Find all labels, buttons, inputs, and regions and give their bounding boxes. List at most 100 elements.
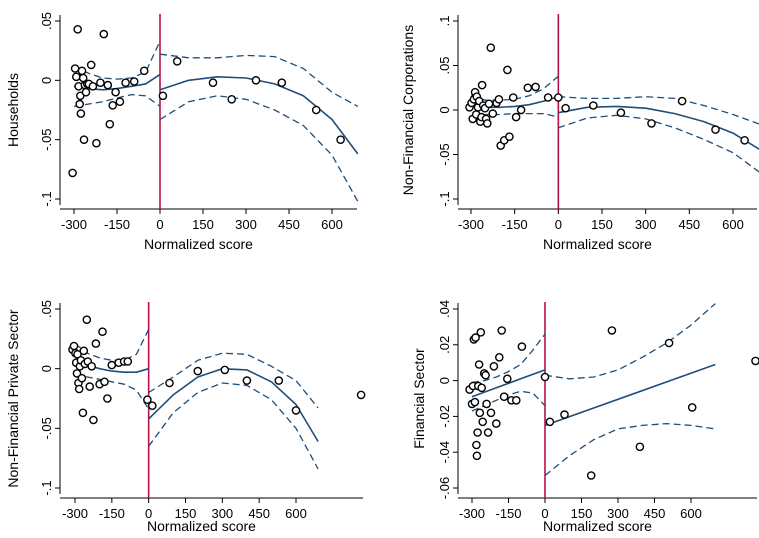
data-point	[291, 406, 301, 415]
x-tick-label: 150	[175, 506, 197, 521]
data-point	[111, 87, 120, 97]
x-tick-label: 0	[555, 217, 562, 232]
data-point	[89, 415, 98, 425]
x-tick-label: -150	[502, 217, 528, 232]
x-tick-label: -300	[61, 217, 87, 232]
x-tick-label: 600	[321, 217, 343, 232]
y-tick-label: -.05	[39, 128, 54, 150]
data-point	[147, 401, 157, 411]
data-point	[77, 66, 87, 76]
data-point	[107, 360, 117, 370]
data-point	[172, 57, 182, 66]
data-point	[486, 408, 496, 418]
data-point	[512, 395, 521, 405]
fit-line-right	[148, 367, 319, 442]
x-axis-title: Normalized score	[147, 518, 256, 534]
y-tick-label: 0	[39, 77, 54, 84]
data-point	[85, 382, 94, 391]
data-point	[105, 119, 115, 129]
data-point	[511, 112, 521, 122]
fit-line-right	[159, 76, 359, 155]
data-point	[68, 168, 77, 178]
ci-upper-left	[73, 40, 161, 80]
x-tick-label: 150	[192, 217, 214, 232]
data-point	[531, 82, 540, 92]
data-point	[336, 135, 345, 144]
data-point	[472, 451, 482, 461]
x-tick-label: -150	[99, 506, 125, 521]
data-point	[356, 390, 366, 400]
data-point	[477, 80, 487, 90]
data-point	[497, 326, 507, 335]
data-point	[76, 109, 86, 118]
data-point	[543, 93, 553, 102]
data-point	[471, 333, 480, 342]
y-tick-label: -.1	[437, 191, 452, 206]
data-point	[75, 99, 84, 109]
data-point	[482, 399, 491, 409]
data-point	[687, 403, 697, 412]
data-point	[70, 64, 80, 73]
x-tick-label: 600	[285, 506, 307, 521]
x-tick-label: 0	[156, 217, 163, 232]
y-tick-label: .05	[39, 12, 54, 30]
data-point	[481, 370, 490, 380]
panel-non-financial-corporations: -.1 -.05 0 .05 .1 -300 -150 0 150 300 450 600 Normal…	[400, 14, 759, 252]
y-axis-title: Non-Financial Corporations	[400, 25, 416, 195]
data-point	[96, 78, 105, 87]
y-tick-label: -.06	[437, 477, 452, 499]
data-point	[472, 440, 481, 450]
data-point	[503, 65, 512, 75]
y-tick-label: 0	[437, 106, 452, 113]
ci-upper-right	[558, 96, 759, 125]
data-point	[494, 95, 504, 104]
y-tick-label: 0	[437, 377, 452, 384]
data-point	[72, 72, 81, 82]
data-point	[711, 125, 720, 134]
data-point	[78, 408, 88, 418]
data-point	[79, 346, 89, 356]
ci-lower-left	[470, 112, 559, 118]
data-point	[193, 366, 203, 376]
data-point	[88, 82, 98, 91]
x-axis-title: Normalized score	[543, 518, 652, 534]
data-point	[505, 132, 514, 141]
data-point	[489, 361, 499, 371]
data-point	[540, 372, 550, 382]
data-point	[158, 91, 168, 101]
data-point	[86, 60, 96, 70]
data-point	[143, 395, 152, 405]
y-tick-label: 0	[39, 365, 54, 372]
data-point	[607, 326, 617, 335]
y-tick-label: -.05	[437, 143, 452, 165]
x-tick-label: 150	[591, 217, 613, 232]
data-point	[499, 392, 509, 402]
ci-lower-right	[558, 114, 759, 173]
data-point	[115, 97, 125, 106]
x-tick-label: 300	[211, 506, 233, 521]
data-point	[277, 78, 287, 87]
y-tick-label: -.1	[39, 480, 54, 495]
x-tick-label: -300	[62, 506, 88, 521]
data-point	[77, 373, 87, 383]
data-point	[488, 109, 498, 118]
data-point	[502, 374, 512, 384]
x-tick-label: 150	[571, 506, 593, 521]
y-axis-title: Households	[5, 73, 21, 147]
data-point	[545, 417, 555, 427]
data-point	[103, 394, 112, 403]
data-point	[589, 101, 598, 110]
data-point	[751, 356, 759, 366]
y-tick-label: .05	[39, 300, 54, 318]
ci-lower-left	[73, 93, 161, 108]
data-point	[69, 341, 79, 351]
x-tick-label: 450	[278, 217, 300, 232]
ci-lower-right	[159, 95, 359, 202]
x-tick-label: 0	[541, 506, 548, 521]
data-point	[72, 369, 82, 378]
ci-upper-right	[544, 303, 716, 380]
data-point	[81, 87, 91, 97]
x-tick-label: -300	[459, 506, 485, 521]
data-point	[508, 93, 518, 102]
data-point	[98, 327, 107, 337]
